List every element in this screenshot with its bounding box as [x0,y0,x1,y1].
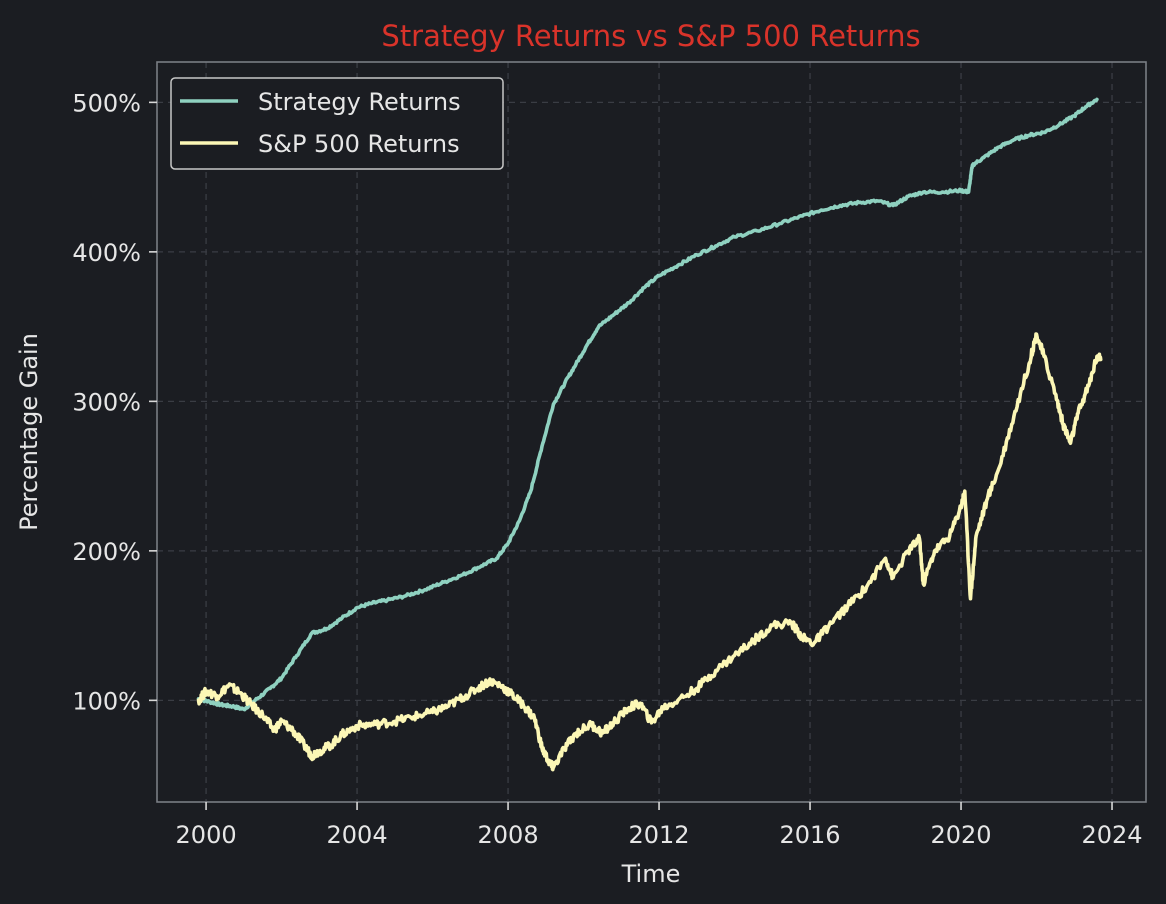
legend-label-strategy: Strategy Returns [258,88,461,116]
x-axis: 2000 2004 2008 2012 2016 2020 2024 [176,802,1143,849]
legend-box [170,77,504,170]
series-layer [196,97,1103,772]
x-tick-label: 2012 [629,821,690,849]
y-tick-label: 400% [72,239,141,267]
y-tick-label: 300% [72,388,141,416]
x-tick-label: 2020 [930,821,991,849]
x-tick-label: 2008 [478,821,539,849]
y-tick-label: 200% [72,538,141,566]
grid-lines [157,62,1146,802]
legend-label-sp500: S&P 500 Returns [258,130,460,158]
y-axis-title: Percentage Gain [15,333,43,531]
x-tick-label: 2024 [1081,821,1142,849]
y-tick-label: 100% [72,687,141,715]
y-axis: 100% 200% 300% 400% 500% [72,89,157,715]
y-tick-label: 500% [72,89,141,117]
x-axis-title: Time [621,860,681,888]
chart-title: Strategy Returns vs S&P 500 Returns [381,19,920,53]
x-tick-label: 2000 [176,821,237,849]
x-tick-label: 2016 [780,821,841,849]
series-line-sp500 [196,332,1103,772]
plot-area-frame [156,61,1147,803]
legend: Strategy Returns S&P 500 Returns [170,77,504,170]
series-line-strategy [196,97,1099,712]
x-tick-label: 2004 [327,821,388,849]
